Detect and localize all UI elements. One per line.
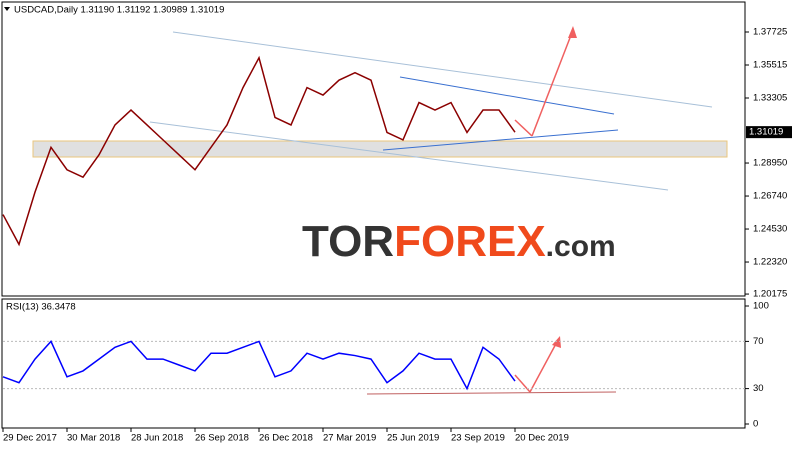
arrow [529, 339, 559, 393]
y-tick-label: 1.22320 [753, 257, 787, 268]
y-tick-label: 1.33305 [753, 93, 787, 104]
channel-line [172, 31, 713, 108]
rsi-trend-line [366, 391, 617, 395]
watermark-brand: FOREX [394, 217, 546, 266]
y-tick-label: 0 [753, 419, 758, 430]
last-price-box [746, 126, 792, 139]
y-tick-label: 1.37725 [753, 27, 787, 38]
series-line [2, 340, 516, 391]
y-tick-label: 70 [753, 336, 764, 347]
arrow-head [568, 26, 577, 38]
y-tick-label: 1.20175 [753, 289, 787, 300]
x-tick-label: 29 Dec 2017 [3, 433, 57, 444]
x-tick-label: 23 Sep 2019 [451, 433, 505, 444]
y-tick-label: 30 [753, 383, 764, 394]
watermark-suffix: .com [546, 230, 616, 263]
x-tick-label: 20 Dec 2019 [515, 433, 569, 444]
last-price-label: 1.31019 [749, 127, 783, 138]
y-tick-label: 1.28950 [753, 158, 787, 169]
series-line [2, 55, 516, 247]
rsi-panel [1, 298, 746, 429]
chart-title: USDCAD,Daily 1.31190 1.31192 1.30989 1.3… [14, 5, 224, 16]
y-tick-label: 1.35515 [753, 60, 787, 71]
support-zone [32, 140, 728, 158]
trend-line [382, 129, 619, 151]
arrow-head [552, 336, 561, 348]
watermark-prefix: TOR [302, 217, 394, 266]
arrow [514, 374, 531, 393]
x-tick-label: 26 Sep 2018 [195, 433, 249, 444]
arrow [531, 29, 574, 137]
x-tick-label: 26 Dec 2018 [259, 433, 313, 444]
y-tick-label: 100 [753, 301, 769, 312]
watermark: TORFOREX.com [302, 217, 616, 266]
trend-line [399, 76, 615, 115]
price-panel [1, 1, 746, 297]
y-tick-label: 1.24530 [753, 224, 787, 235]
header-icon [4, 7, 10, 11]
rsi-title: RSI(13) 36.3478 [6, 302, 76, 313]
channel-line [149, 121, 669, 191]
y-tick-label: 1.26740 [753, 191, 787, 202]
x-tick-label: 27 Mar 2019 [323, 433, 376, 444]
x-tick-label: 30 Mar 2018 [67, 433, 120, 444]
arrow [514, 119, 533, 137]
x-tick-label: 28 Jun 2018 [131, 433, 183, 444]
x-tick-label: 25 Jun 2019 [387, 433, 439, 444]
